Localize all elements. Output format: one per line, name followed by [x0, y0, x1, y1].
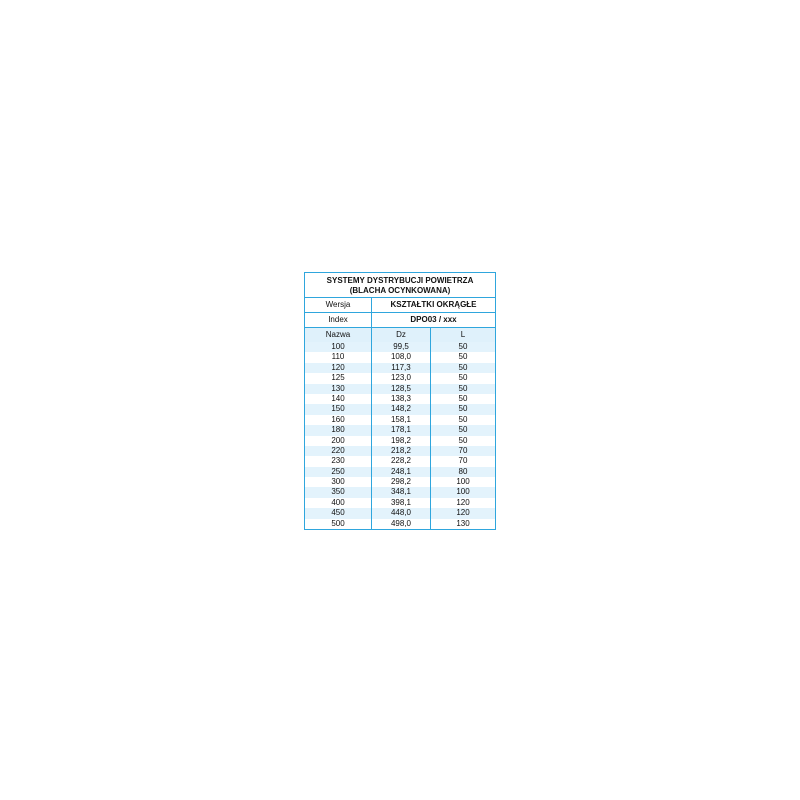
- dz-cell: 148,2: [372, 404, 431, 415]
- l-cell: 130: [456, 518, 470, 528]
- table-row: 450 448,0 120: [305, 508, 495, 519]
- table-row: 230 228,2 70: [305, 456, 495, 467]
- l-cell: 100: [456, 487, 470, 497]
- dz-cell: 117,3: [372, 362, 431, 374]
- l-cell: 80: [458, 466, 468, 476]
- l-cell: 120: [456, 497, 470, 507]
- l-cell: 50: [458, 414, 468, 424]
- dz-cell: 218,2: [372, 445, 431, 457]
- l-cell: 120: [456, 508, 470, 518]
- dz-cell: 108,0: [372, 352, 431, 363]
- dz-cell: 498,0: [372, 518, 431, 530]
- dz-cell: 198,2: [372, 435, 431, 446]
- table-row: 100 99,5 50: [305, 342, 495, 353]
- dz-cell: 228,2: [372, 456, 431, 467]
- col-header-nazwa: Nazwa: [305, 328, 372, 342]
- column-header-row: Nazwa Dz L: [305, 328, 495, 342]
- table-row: 250 248,1 80: [305, 466, 495, 478]
- nazwa-cell: 220: [305, 445, 372, 457]
- nazwa-cell: 450: [305, 508, 372, 519]
- dz-cell: 178,1: [372, 425, 431, 436]
- l-cell: 50: [458, 342, 468, 351]
- dz-cell: 448,0: [372, 508, 431, 519]
- nazwa-cell: 230: [305, 456, 372, 467]
- title-line2: (BLACHA OCYNKOWANA): [349, 286, 451, 295]
- table-row: 180 178,1 50: [305, 425, 495, 436]
- title-line1: SYSTEMY DYSTRYBUCJI POWIETRZA: [326, 276, 474, 285]
- dz-cell: 298,2: [372, 477, 431, 488]
- table-row: 160 158,1 50: [305, 414, 495, 426]
- nazwa-cell: 350: [305, 487, 372, 498]
- table-row: 500 498,0 130: [305, 518, 495, 530]
- nazwa-cell: 400: [305, 497, 372, 509]
- nazwa-cell: 150: [305, 404, 372, 415]
- nazwa-cell: 250: [305, 466, 372, 478]
- nazwa-cell: 500: [305, 518, 372, 530]
- dz-cell: 123,0: [372, 373, 431, 384]
- nazwa-cell: 125: [305, 373, 372, 384]
- nazwa-cell: 200: [305, 435, 372, 446]
- table-row: 120 117,3 50: [305, 362, 495, 374]
- l-cell: 100: [456, 477, 470, 487]
- table-row: 200 198,2 50: [305, 435, 495, 446]
- table-row: 150 148,2 50: [305, 404, 495, 415]
- nazwa-cell: 180: [305, 425, 372, 436]
- wersja-label: Wersja: [305, 298, 372, 312]
- dz-cell: 398,1: [372, 497, 431, 509]
- wersja-value: KSZTAŁTKI OKRĄGŁE: [390, 300, 477, 309]
- table-row: 130 128,5 50: [305, 383, 495, 394]
- wersja-row: Wersja KSZTAŁTKI OKRĄGŁE: [305, 298, 495, 313]
- l-cell: 50: [458, 404, 468, 414]
- l-cell: 50: [458, 435, 468, 445]
- l-cell: 50: [458, 362, 468, 372]
- l-cell: 50: [458, 352, 468, 362]
- spec-table: SYSTEMY DYSTRYBUCJI POWIETRZA (BLACHA OC…: [304, 272, 496, 531]
- table-row: 125 123,0 50: [305, 373, 495, 384]
- index-value: DPO03 / xxx: [410, 315, 457, 324]
- col-header-dz: Dz: [372, 328, 431, 342]
- l-cell: 50: [458, 425, 468, 435]
- nazwa-cell: 110: [305, 352, 372, 363]
- l-cell: 50: [458, 373, 468, 383]
- nazwa-cell: 100: [305, 342, 372, 353]
- dz-cell: 248,1: [372, 466, 431, 478]
- table-row: 350 348,1 100: [305, 487, 495, 498]
- nazwa-cell: 140: [305, 393, 372, 405]
- l-cell: 50: [458, 383, 468, 393]
- table-row: 400 398,1 120: [305, 497, 495, 509]
- l-cell: 50: [458, 393, 468, 403]
- index-row: Index DPO03 / xxx: [305, 313, 495, 328]
- dz-cell: 348,1: [372, 487, 431, 498]
- dz-cell: 158,1: [372, 414, 431, 426]
- nazwa-cell: 120: [305, 362, 372, 374]
- dz-cell: 99,5: [372, 342, 431, 353]
- table-row: 300 298,2 100: [305, 477, 495, 488]
- l-cell: 70: [458, 456, 468, 466]
- col-header-l: L: [460, 330, 466, 339]
- dz-cell: 128,5: [372, 383, 431, 394]
- table-title: SYSTEMY DYSTRYBUCJI POWIETRZA (BLACHA OC…: [305, 273, 495, 298]
- dz-cell: 138,3: [372, 393, 431, 405]
- table-row: 220 218,2 70: [305, 445, 495, 457]
- table-row: 140 138,3 50: [305, 393, 495, 405]
- l-cell: 70: [458, 445, 468, 455]
- table-row: 110 108,0 50: [305, 352, 495, 363]
- index-label: Index: [305, 313, 372, 327]
- nazwa-cell: 300: [305, 477, 372, 488]
- nazwa-cell: 160: [305, 414, 372, 426]
- nazwa-cell: 130: [305, 383, 372, 394]
